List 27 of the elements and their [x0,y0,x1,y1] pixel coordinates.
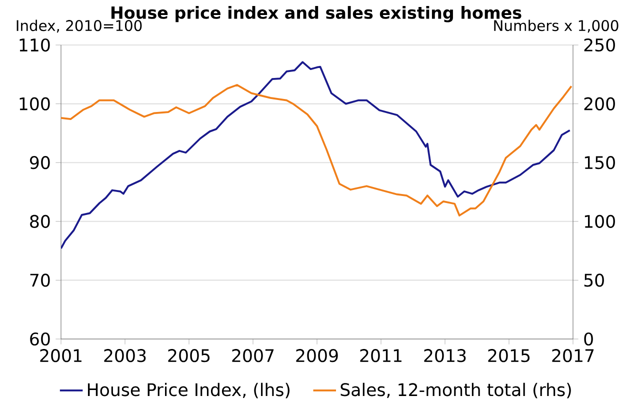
y-tick-label: 80 [30,214,50,228]
x-tick-label: 2013 [424,349,466,362]
legend-label: Sales, 12-month total (rhs) [340,382,571,398]
x-tick-label: 2001 [40,349,82,362]
y-tick-label: 100 [20,97,50,110]
y-axis-title: Index, 2010=100 [16,20,142,33]
x-tick-label: 2003 [104,349,146,362]
y-tick-label: 110 [20,38,50,52]
x-tick-label: 2017 [552,349,594,362]
y2-tick-label: 150 [584,156,615,170]
legend-label: House Price Index, (lhs) [88,382,290,398]
x-tick-label: 2011 [360,349,402,362]
y-tick-label: 70 [30,274,50,287]
y-tick-label: 90 [30,156,50,170]
y-tick-label: 60 [30,332,50,346]
line-series [61,84,572,216]
y2-tick-label: 250 [584,38,615,52]
line-series [61,61,571,250]
x-tick-label: 2007 [232,349,274,362]
y2-axis-title: Numbers x 1,000 [494,20,618,33]
y2-tick-label: 50 [584,274,604,287]
x-tick-label: 2005 [168,349,210,362]
y2-tick-label: 200 [584,97,615,110]
y2-tick-label: 100 [584,214,615,228]
y2-tick-label: 0 [584,332,593,346]
x-tick-label: 2015 [488,349,530,362]
x-tick-label: 2009 [296,349,338,362]
